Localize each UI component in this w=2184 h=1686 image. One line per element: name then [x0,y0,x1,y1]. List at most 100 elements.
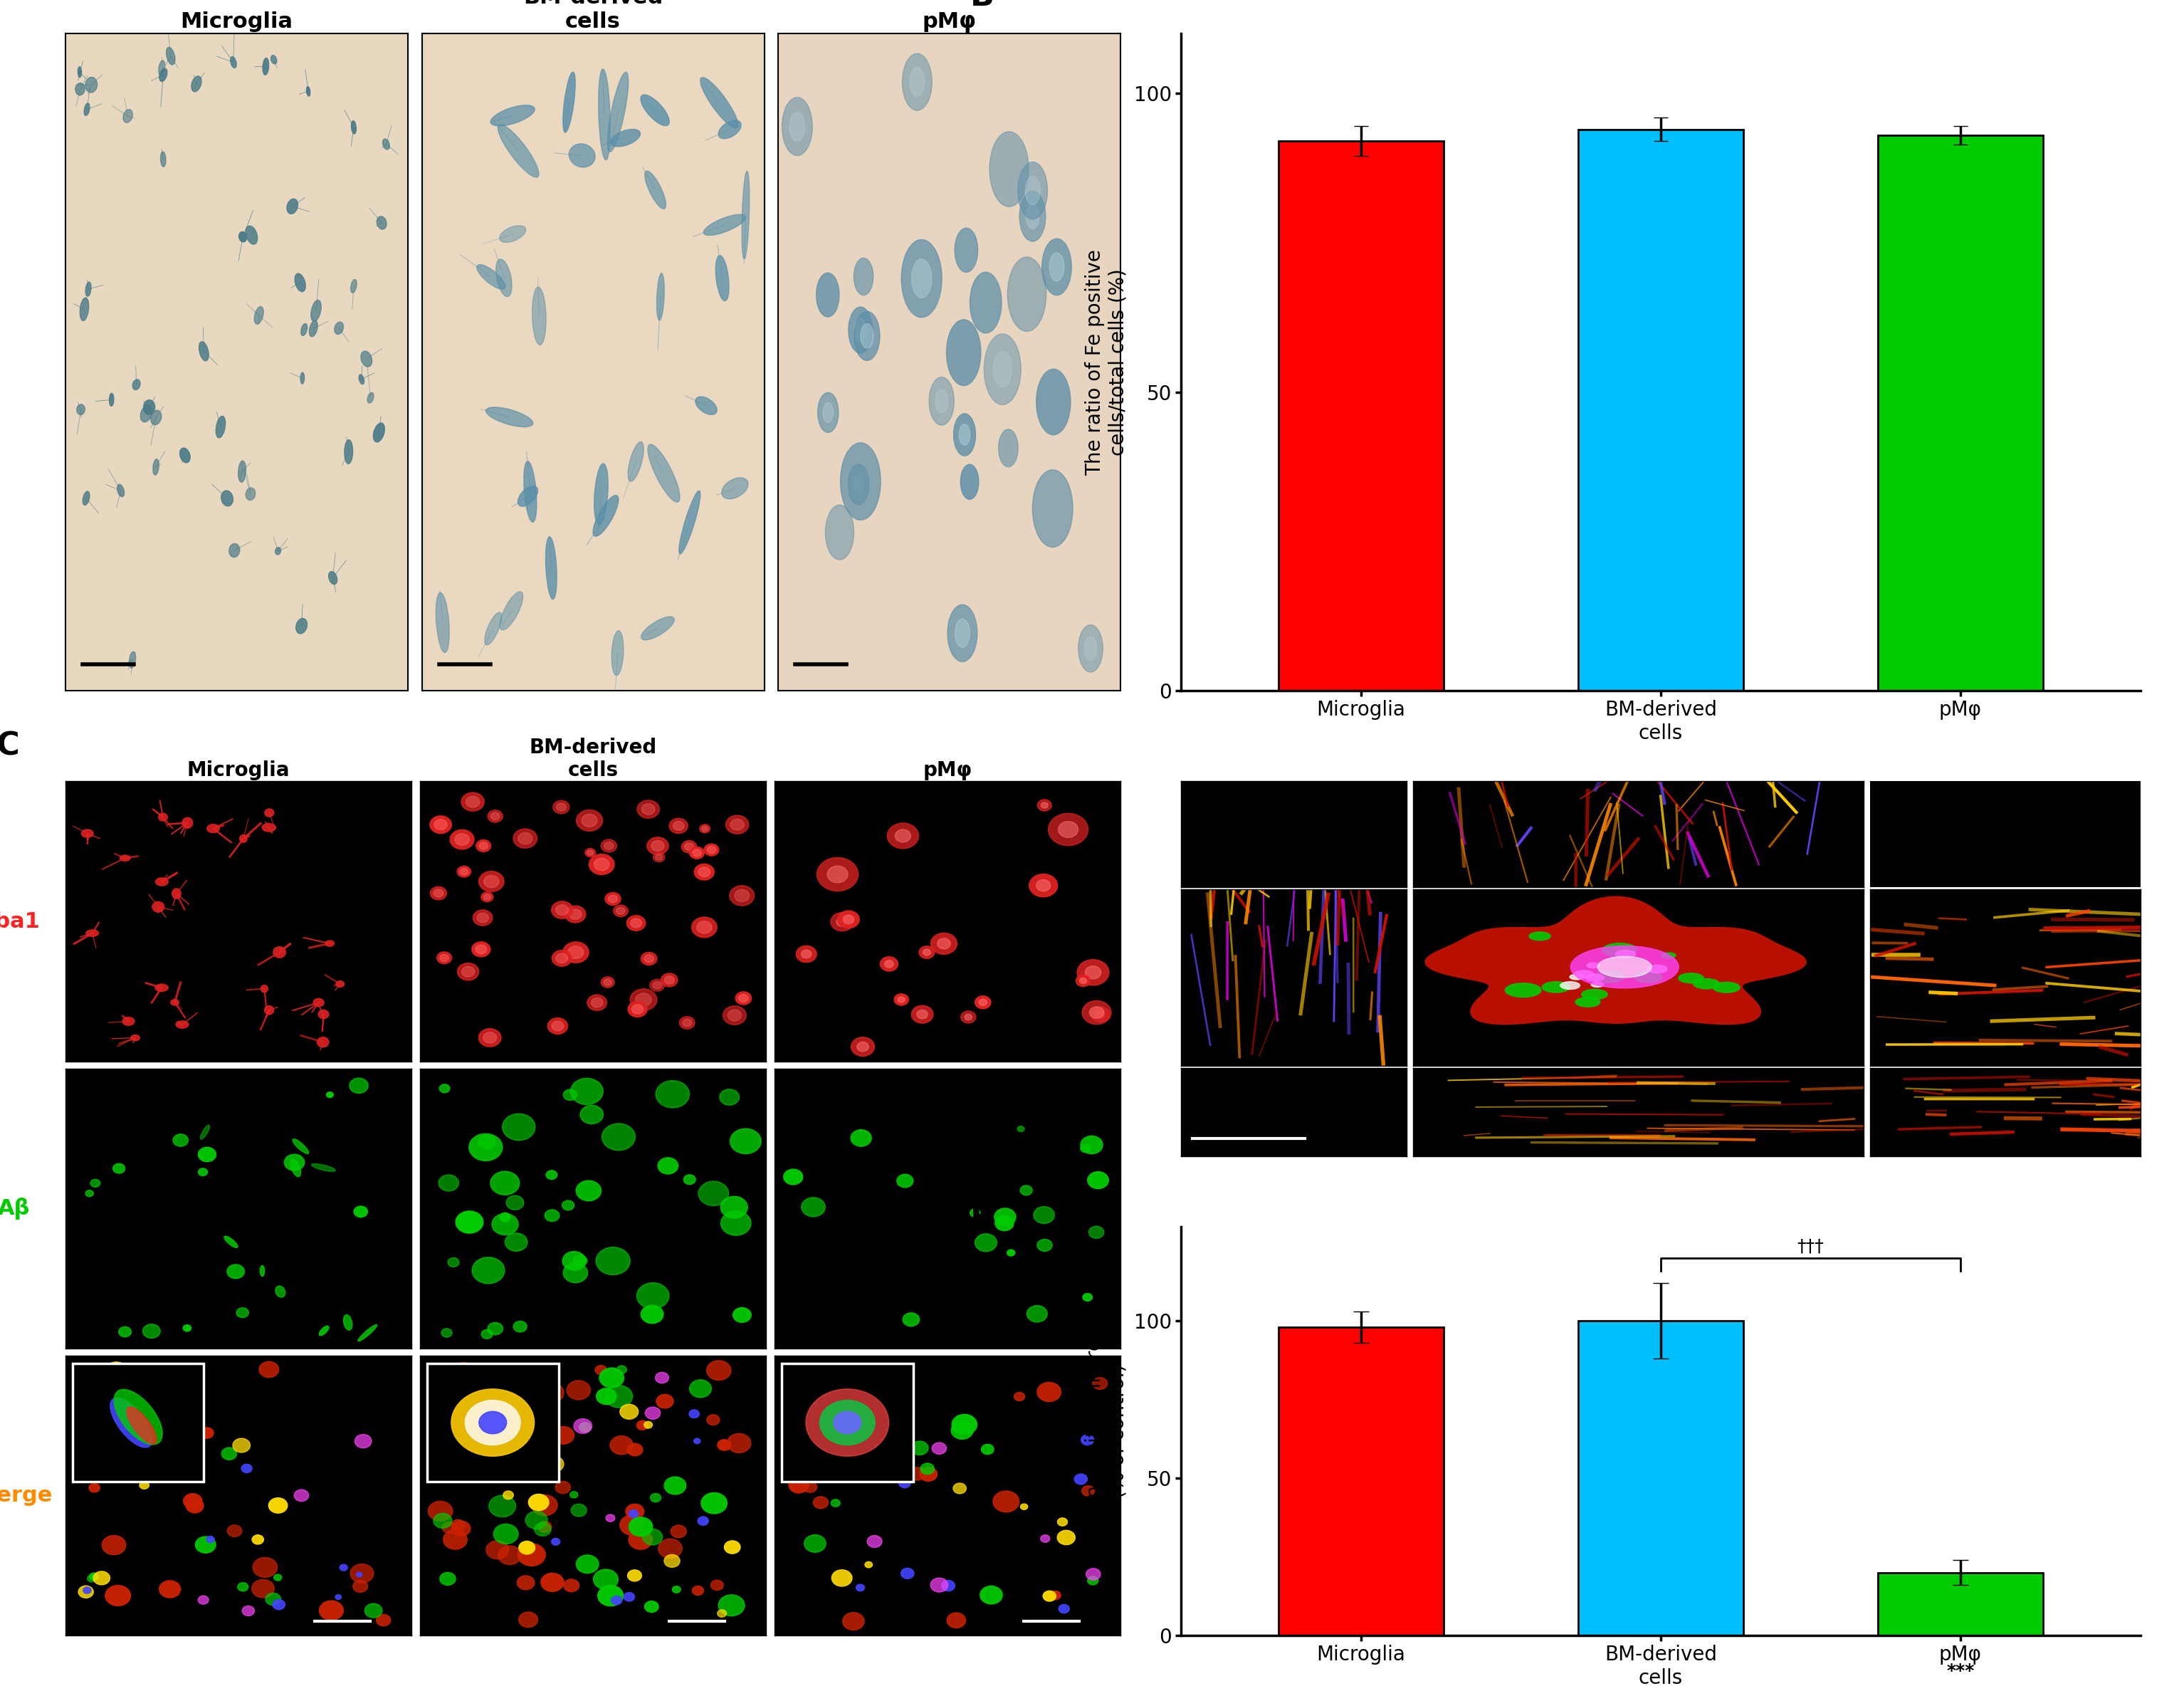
Ellipse shape [695,396,716,415]
Circle shape [577,1180,601,1200]
Circle shape [142,1324,159,1339]
Circle shape [159,1580,181,1598]
Circle shape [902,239,941,317]
Circle shape [985,334,1020,405]
Circle shape [587,850,594,855]
Ellipse shape [275,1286,286,1297]
Circle shape [524,1418,544,1433]
Circle shape [854,1413,865,1423]
Circle shape [242,1463,251,1474]
Circle shape [843,1612,865,1630]
Circle shape [699,824,710,833]
Ellipse shape [306,86,310,96]
Circle shape [1077,975,1090,986]
Circle shape [852,1037,874,1055]
Ellipse shape [657,273,664,320]
Circle shape [570,1492,579,1497]
Circle shape [836,917,847,926]
Ellipse shape [343,1315,352,1330]
Circle shape [653,853,664,862]
Circle shape [804,1455,815,1465]
Circle shape [1505,983,1542,996]
Ellipse shape [159,69,168,81]
Circle shape [487,1541,509,1560]
Circle shape [644,1421,653,1428]
Circle shape [1092,1377,1107,1389]
Circle shape [577,1554,598,1573]
Ellipse shape [262,823,275,831]
Circle shape [114,1163,124,1173]
Circle shape [891,1408,911,1423]
Ellipse shape [264,1007,273,1015]
Ellipse shape [221,491,234,506]
Text: E: E [970,1194,992,1224]
Circle shape [354,1580,367,1592]
Circle shape [585,848,596,856]
Ellipse shape [83,103,90,116]
Circle shape [439,954,448,961]
Circle shape [646,838,668,855]
Circle shape [472,1258,505,1283]
Circle shape [574,1418,592,1433]
Circle shape [1042,239,1072,295]
Circle shape [598,1367,625,1388]
Circle shape [98,1420,109,1428]
Ellipse shape [177,1022,188,1028]
Circle shape [911,67,924,96]
Circle shape [625,1504,644,1519]
Circle shape [260,1362,280,1377]
Circle shape [520,1612,537,1627]
Circle shape [236,1308,249,1318]
Circle shape [664,1554,679,1568]
Circle shape [1035,369,1070,435]
Circle shape [1013,1393,1024,1401]
Circle shape [544,1457,563,1472]
Circle shape [1018,162,1048,219]
Ellipse shape [85,78,98,93]
Circle shape [498,1546,522,1565]
Ellipse shape [129,652,135,668]
Circle shape [518,1544,546,1566]
Circle shape [441,1329,452,1337]
Circle shape [642,804,655,814]
Circle shape [557,803,566,811]
Circle shape [480,892,494,902]
Ellipse shape [358,1325,378,1342]
Circle shape [465,796,480,808]
Circle shape [590,855,614,875]
Ellipse shape [301,373,304,384]
Ellipse shape [500,592,522,631]
Circle shape [631,1005,644,1013]
Ellipse shape [170,1000,179,1005]
Circle shape [513,1322,526,1332]
Circle shape [854,474,865,494]
Circle shape [441,1522,456,1533]
Circle shape [841,443,880,519]
Ellipse shape [79,67,81,78]
Ellipse shape [155,878,168,885]
Circle shape [1026,1305,1048,1322]
Ellipse shape [260,985,269,993]
Circle shape [518,1576,535,1590]
Ellipse shape [271,56,277,64]
Circle shape [107,1433,120,1445]
Bar [782,1364,913,1482]
Title: BM-derived
cells: BM-derived cells [524,0,664,32]
Bar [1878,135,2042,691]
Circle shape [581,1106,603,1125]
Ellipse shape [498,125,539,177]
Circle shape [454,833,470,845]
Circle shape [266,1593,282,1605]
Circle shape [961,464,978,499]
Circle shape [92,1408,109,1421]
Circle shape [140,1482,149,1489]
Ellipse shape [640,94,668,126]
Title: pMφ: pMφ [924,760,972,781]
Circle shape [1588,963,1601,968]
Circle shape [909,1467,926,1480]
Circle shape [90,1573,98,1580]
Ellipse shape [275,548,282,555]
Circle shape [227,1524,242,1536]
Circle shape [981,1587,1002,1603]
Circle shape [1042,803,1048,808]
